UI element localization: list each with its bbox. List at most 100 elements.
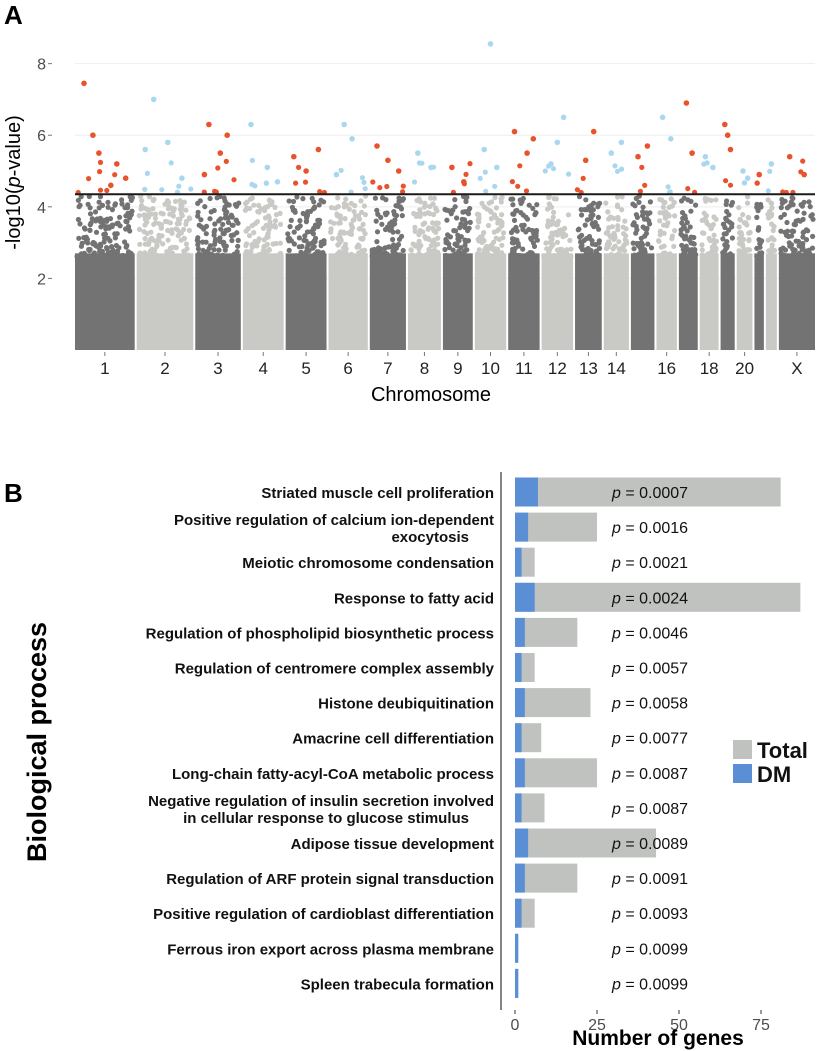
chromosome-7-point: [380, 195, 386, 201]
significant-point-chr1: [81, 80, 87, 87]
chromosome-7-point: [384, 224, 391, 230]
significant-point-chr2: [150, 96, 157, 103]
chromosome-2-point: [158, 225, 164, 231]
legend-swatch-dm: [733, 764, 752, 783]
chromosome-20-point: [736, 224, 742, 230]
chromosome-13-point: [579, 232, 585, 238]
chromosome-4-point: [243, 242, 249, 249]
chromosome-2-point: [166, 228, 172, 234]
chromosome-5-point: [290, 198, 297, 205]
chromosome-7-point: [392, 217, 398, 223]
chromosome-5-point: [291, 254, 297, 260]
chromosome-4-point: [244, 249, 250, 255]
chromosome-3-point: [202, 204, 208, 210]
chromosome-9-point: [462, 242, 468, 248]
chromosome-10-point: [491, 212, 498, 218]
chromosome-5-point: [310, 231, 316, 237]
chromosome-2-point: [174, 253, 180, 259]
chromosome-14-point: [619, 194, 625, 200]
chromosome-6-point: [328, 229, 334, 235]
chromosome-2-point: [146, 194, 153, 200]
significant-point-chr20: [742, 180, 748, 186]
chromosome-12-point: [551, 253, 557, 259]
chromosome-16-point: [665, 220, 671, 226]
chromosome-1-point: [87, 211, 94, 217]
chromosome-1-point: [87, 246, 93, 253]
chromosome-10-point: [476, 247, 482, 253]
category-label: Adipose tissue development: [291, 836, 494, 853]
chromosome-5-point: [286, 247, 292, 253]
chromosome-8-point: [433, 229, 439, 235]
chromosome-4-point: [262, 215, 269, 221]
chromosome-14-point: [623, 226, 629, 232]
significant-point-chr3: [206, 121, 212, 128]
significant-point-chr4: [274, 179, 281, 185]
chromosome-15-point: [645, 241, 651, 247]
chromosome-2-point: [144, 230, 150, 237]
chromosome-1-point: [97, 253, 103, 259]
chromosome-2-point: [144, 206, 150, 213]
chromosome-15-point: [634, 214, 641, 220]
chromosome-7-point: [398, 206, 405, 212]
chromosome-6-point: [362, 212, 368, 218]
significant-point-chr17: [685, 186, 691, 192]
significant-point-chr2: [159, 187, 165, 193]
chromosome-label-11: 11: [515, 359, 533, 378]
chromosome-14-point: [614, 202, 621, 208]
chromosome-3-point: [195, 209, 201, 215]
chromosome-6-point: [352, 213, 359, 219]
chromosome-3-point: [234, 249, 240, 255]
chromosome-1-point: [76, 235, 82, 241]
chromosome-18-point: [702, 196, 708, 202]
chromosome-10-point: [493, 235, 499, 241]
chromosome-16-point: [656, 253, 662, 259]
chromosome-11-point: [518, 210, 524, 216]
significant-point-chr19: [722, 121, 728, 128]
chromosome-1-point: [112, 202, 118, 208]
total-bar: [515, 828, 657, 858]
chromosome-15-point: [647, 199, 654, 205]
chromosome-1-point: [112, 235, 118, 241]
chromosome-5-point: [301, 237, 307, 243]
significant-point-chr18: [701, 161, 707, 167]
chromosome-5-point: [304, 229, 310, 235]
chromosome-X-point: [803, 227, 810, 233]
chromosome-16-point: [669, 203, 675, 209]
x-tick-label: 50: [670, 1017, 688, 1034]
chromosome-14-point: [615, 223, 621, 229]
chromosome-X-point: [782, 198, 788, 204]
chromosome-7-point: [369, 247, 375, 253]
y-tick-label: 8: [37, 57, 46, 74]
chromosome-9-point: [463, 198, 469, 205]
significant-point-chr11: [517, 163, 523, 169]
chromosome-1-point: [123, 244, 129, 250]
chromosome-5-point: [291, 229, 297, 235]
chromosome-6-point: [356, 226, 362, 232]
chromosome-15-point: [646, 218, 652, 224]
chromosome-14-point: [605, 229, 611, 235]
chromosome-7-point: [373, 218, 379, 224]
chromosome-label-8: 8: [420, 359, 429, 378]
chromosome-21-point: [754, 214, 760, 220]
significant-point-chr6: [361, 179, 367, 185]
chromosome-3-point: [235, 243, 241, 249]
chromosome-6-point: [329, 235, 336, 242]
chromosome-10-point: [499, 212, 505, 218]
chromosome-2-point: [160, 211, 166, 217]
chromosome-10-point: [499, 242, 505, 248]
chromosome-11-point: [523, 253, 529, 259]
chromosome-6-point: [360, 236, 366, 242]
chromosome-20-point: [740, 212, 746, 218]
total-bar: [515, 863, 578, 893]
chromosome-11-point: [510, 196, 516, 202]
chromosome-1-point: [97, 194, 104, 200]
chromosome-12-point: [548, 234, 554, 240]
chromosome-17-point: [681, 195, 687, 201]
chromosome-22-point: [769, 200, 775, 207]
chromosome-7-point: [393, 254, 400, 260]
chromosome-1-point: [77, 221, 83, 227]
total-bar: [515, 758, 597, 788]
significant-point-chr1: [114, 161, 120, 167]
chromosome-8-point: [426, 236, 432, 242]
chromosome-18-point: [699, 242, 705, 248]
